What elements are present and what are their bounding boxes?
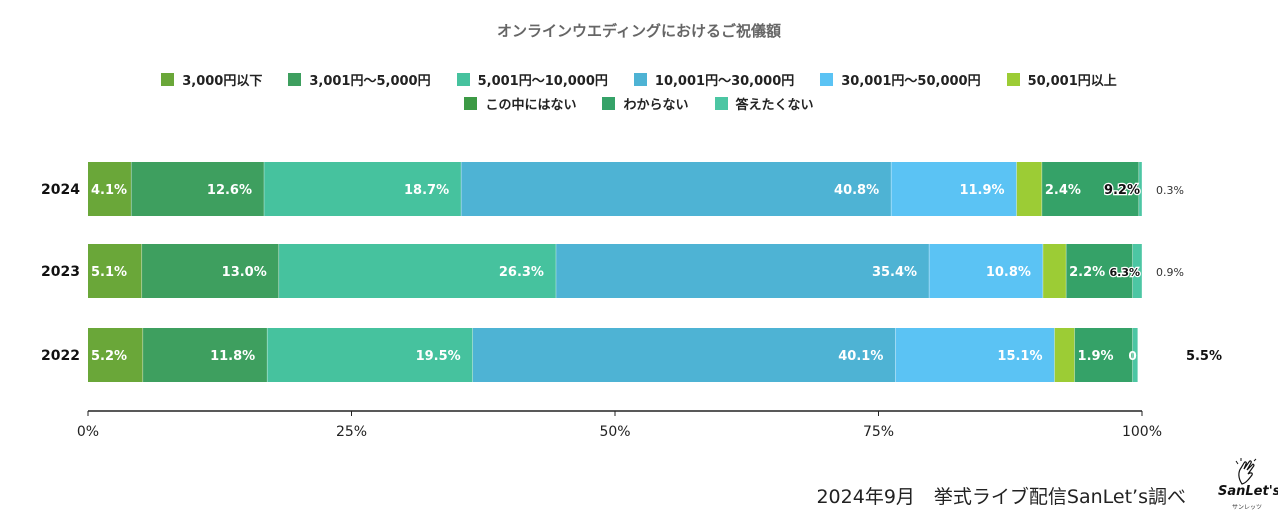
legend-item: この中にはない — [464, 94, 576, 113]
data-label: 11.9% — [959, 183, 1004, 198]
bar-segment — [1054, 328, 1075, 382]
legend-swatch — [288, 73, 302, 86]
chart-legend-row-1: 3,000円以下 3,001円〜5,000円 5,001円〜10,000円 10,00… — [0, 70, 1278, 89]
bar-segment — [1016, 162, 1042, 216]
x-tick-label: 25% — [336, 424, 367, 440]
data-label: 4.1% — [91, 183, 127, 198]
legend-swatch — [456, 73, 470, 86]
legend-swatch — [820, 73, 834, 86]
legend-item: 50,001円以上 — [1006, 70, 1117, 89]
overlay-label: 9.2% — [1104, 183, 1140, 198]
bar-segment — [1042, 244, 1067, 298]
data-label: 5.2% — [91, 349, 127, 364]
bar-segment — [555, 244, 930, 298]
legend-item: 3,000円以下 — [161, 70, 262, 89]
legend-item: わからない — [602, 94, 689, 113]
data-label: 40.8% — [834, 183, 879, 198]
bar-segment — [278, 244, 556, 298]
x-tick-label: 50% — [599, 424, 630, 440]
data-label: 10.8% — [986, 265, 1031, 280]
legend-label: この中にはない — [485, 98, 577, 113]
data-label: 2.2% — [1069, 265, 1105, 280]
chart-legend-row-2: この中にはない わからない 答えたくない — [0, 94, 1278, 113]
clapping-hands-icon — [1235, 458, 1257, 485]
legend-swatch — [161, 73, 175, 86]
bar-segment — [1132, 244, 1142, 298]
bar-segment — [142, 328, 268, 382]
legend-label: 30,001円〜50,000円 — [841, 74, 981, 89]
data-label: 15.1% — [997, 349, 1042, 364]
bar-segment — [88, 328, 143, 382]
data-label: 0 — [1128, 349, 1136, 363]
bar-segment — [1041, 162, 1139, 216]
chart-title: オンラインウエディングにおけるご祝儀額 — [497, 22, 781, 40]
category-label: 2023 — [41, 264, 80, 280]
legend-item: 答えたくない — [714, 94, 814, 113]
data-label: 1.9% — [1078, 349, 1114, 364]
data-label: 35.4% — [872, 265, 917, 280]
legend-swatch — [1006, 73, 1020, 86]
bar-segment — [88, 162, 132, 216]
data-label: 2.4% — [1045, 183, 1081, 198]
bar-segment — [1132, 328, 1138, 382]
category-label: 2022 — [41, 348, 80, 364]
outside-label: 0.9% — [1156, 266, 1184, 279]
legend-label: 3,000円以下 — [182, 74, 263, 89]
bar-segment — [472, 328, 896, 382]
legend-swatch — [464, 97, 478, 110]
bar-segment — [1138, 162, 1142, 216]
bar-segment — [1074, 328, 1133, 382]
legend-item: 3,001円〜5,000円 — [288, 70, 431, 89]
legend-item: 5,001円〜10,000円 — [456, 70, 608, 89]
x-tick-label: 0% — [77, 424, 99, 440]
bar-segment — [131, 162, 265, 216]
x-tick-label: 100% — [1122, 424, 1162, 440]
bar-segment — [264, 162, 462, 216]
data-label: 19.5% — [416, 349, 461, 364]
data-label: 18.7% — [404, 183, 449, 198]
outside-label: 0.3% — [1156, 184, 1184, 197]
data-label: 11.8% — [210, 349, 255, 364]
legend-label: 50,001円以上 — [1027, 74, 1117, 89]
legend-swatch — [633, 73, 647, 86]
logo-wordmark: SanLet's — [1218, 484, 1278, 499]
overlay-label: 6.3% — [1109, 266, 1140, 279]
bar-segment — [1066, 244, 1133, 298]
bar-segment — [461, 162, 892, 216]
legend-swatch — [714, 97, 728, 110]
legend-item: 30,001円〜50,000円 — [820, 70, 981, 89]
data-label: 12.6% — [207, 183, 252, 198]
legend-item: 10,001円〜30,000円 — [633, 70, 795, 89]
outside-label: 5.5% — [1186, 349, 1222, 364]
bar-segment — [895, 328, 1055, 382]
sanlets-logo: SanLet's サンレッツ — [1218, 458, 1278, 516]
logo-subtext: サンレッツ — [1231, 504, 1262, 511]
data-label: 5.1% — [91, 265, 127, 280]
bar-segment — [267, 328, 473, 382]
legend-label: 答えたくない — [735, 98, 814, 113]
x-tick-label: 75% — [863, 424, 894, 440]
bar-segment — [929, 244, 1043, 298]
source-note: 2024年9月 挙式ライブ配信SanLet’s調べ — [816, 486, 1186, 508]
bar-segment — [88, 244, 142, 298]
legend-label: 3,001円〜5,000円 — [309, 74, 431, 89]
bar-segment — [891, 162, 1017, 216]
bar-segment — [141, 244, 279, 298]
legend-swatch — [602, 97, 616, 110]
data-label: 13.0% — [222, 265, 267, 280]
data-label: 40.1% — [838, 349, 883, 364]
category-label: 2024 — [41, 182, 80, 198]
data-label: 26.3% — [499, 265, 544, 280]
legend-label: 5,001円〜10,000円 — [477, 74, 608, 89]
legend-label: わからない — [623, 98, 689, 113]
legend-label: 10,001円〜30,000円 — [654, 74, 795, 89]
